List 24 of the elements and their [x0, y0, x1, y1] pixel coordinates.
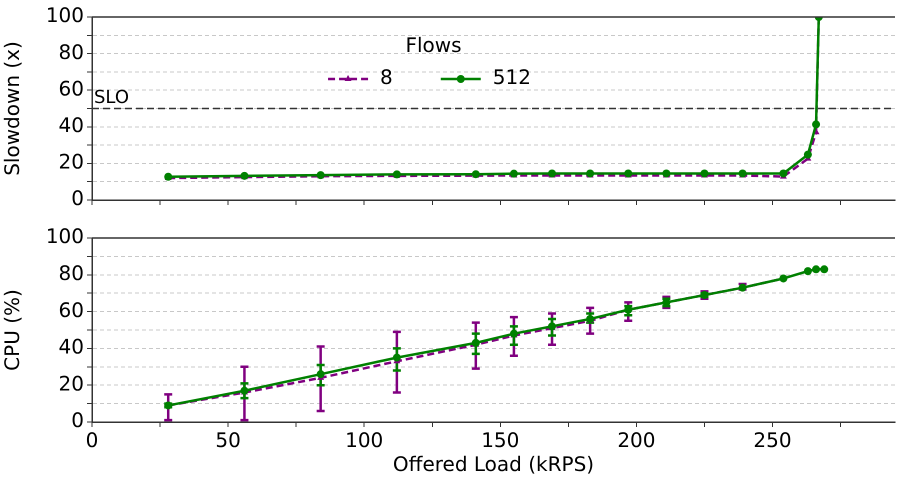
legend-title: Flows — [405, 33, 462, 58]
y-axis-title: CPU (%) — [0, 289, 24, 371]
ref-line-label: SLO — [94, 87, 129, 108]
legend-label: 8 — [380, 65, 393, 90]
y-tick-label: 80 — [58, 261, 84, 286]
y-tick-label: 60 — [58, 298, 84, 322]
y-tick-label: 80 — [58, 40, 84, 64]
x-axis-title: Offered Load (kRPS) — [392, 452, 594, 476]
x-tick-label: 150 — [481, 428, 520, 452]
y-tick-label: 60 — [58, 76, 84, 100]
y-axis-title: Slowdown (x) — [0, 41, 24, 176]
y-tick-label: 0 — [71, 186, 84, 210]
y-tick-label: 0 — [71, 408, 84, 432]
x-tick-label: 250 — [753, 428, 792, 452]
x-tick-label: 50 — [215, 428, 241, 452]
y-tick-label: 40 — [58, 334, 84, 359]
x-tick-label: 100 — [345, 428, 384, 452]
legend-label: 512 — [492, 65, 531, 90]
y-tick-label: 20 — [58, 150, 84, 174]
y-tick-label: 20 — [58, 371, 84, 396]
y-tick-label: 40 — [58, 113, 84, 138]
y-tick-label: 100 — [46, 224, 84, 248]
y-tick-label: 100 — [46, 3, 84, 28]
x-tick-label: 200 — [617, 428, 656, 452]
